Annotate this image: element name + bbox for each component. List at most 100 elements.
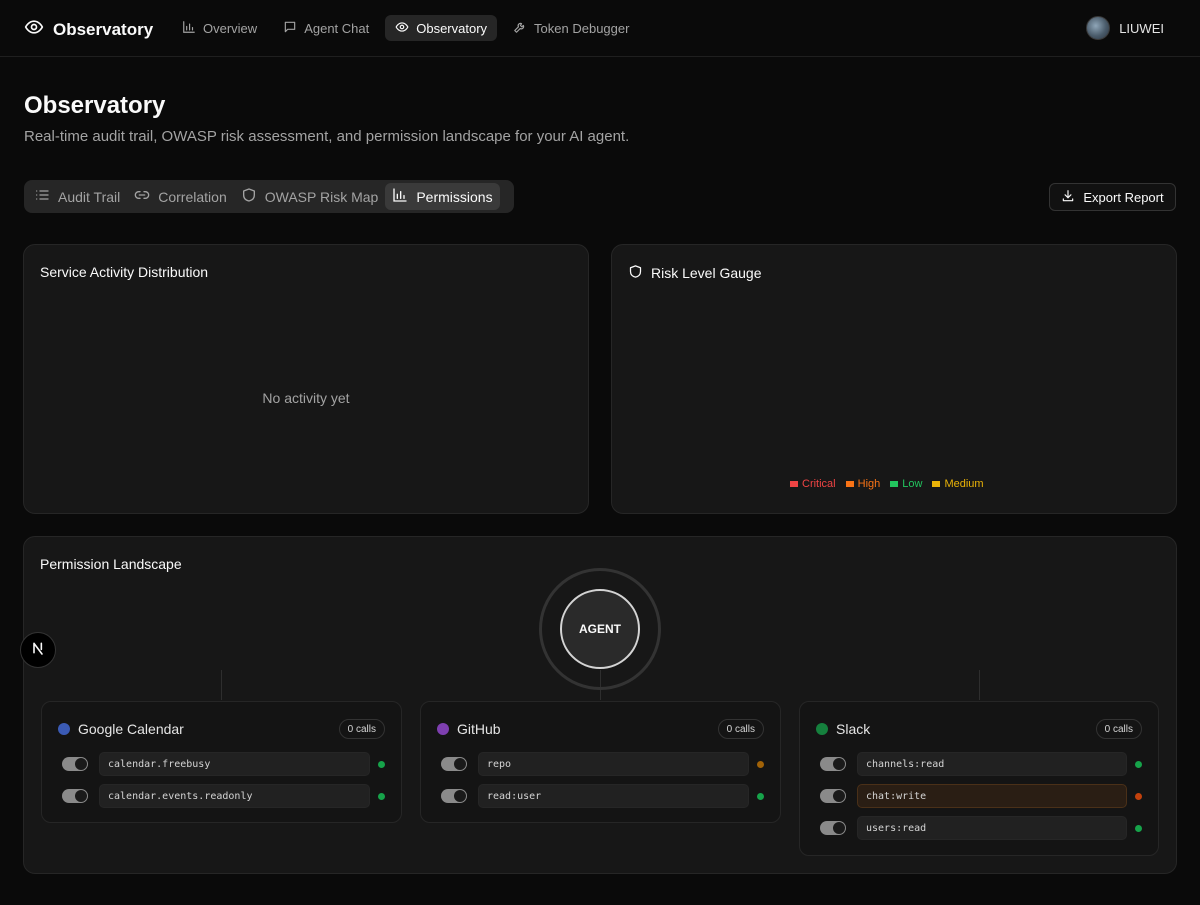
- avatar: [1086, 16, 1111, 40]
- permission-row: chat:write: [820, 784, 1142, 808]
- chat-icon: [283, 20, 297, 37]
- card-title: Risk Level Gauge: [628, 264, 762, 282]
- legend-item-medium[interactable]: Medium: [932, 478, 984, 490]
- nav-item-observatory[interactable]: Observatory: [385, 15, 498, 41]
- service-header: Google Calendar: [58, 721, 184, 737]
- service-name: Slack: [836, 721, 871, 737]
- scope-label: users:read: [857, 816, 1127, 840]
- page-title: Observatory: [24, 92, 166, 119]
- card-title: Service Activity Distribution: [40, 264, 208, 280]
- permission-toggle[interactable]: [441, 757, 467, 771]
- permission-row: repo: [441, 752, 764, 776]
- list-icon: [34, 187, 50, 206]
- wrench-icon: [513, 20, 527, 37]
- service-activity-card: Service Activity Distribution No activit…: [23, 244, 589, 514]
- link-icon: [134, 187, 150, 206]
- nextjs-dev-badge[interactable]: [20, 632, 56, 668]
- main-nav: Overview Agent Chat Observatory Token De…: [172, 15, 639, 41]
- service-name: Google Calendar: [78, 721, 184, 737]
- tab-label: OWASP Risk Map: [264, 188, 379, 205]
- bar-chart-icon: [392, 187, 408, 206]
- export-report-button[interactable]: Export Report: [1049, 183, 1176, 211]
- scope-label: calendar.freebusy: [99, 752, 370, 776]
- nextjs-logo-icon: [30, 640, 46, 661]
- connector-line: [979, 670, 980, 700]
- user-menu[interactable]: LIUWEI: [1086, 16, 1164, 40]
- nav-label: Token Debugger: [534, 20, 630, 36]
- scope-label: calendar.events.readonly: [99, 784, 370, 808]
- tab-label: Audit Trail: [58, 188, 121, 205]
- risk-gauge-title: Risk Level Gauge: [651, 265, 762, 281]
- observatory-tabs: Audit Trail Correlation OWASP Risk Map P…: [24, 180, 514, 213]
- service-color-dot: [58, 723, 70, 735]
- shield-icon: [628, 264, 643, 282]
- permission-toggle[interactable]: [441, 789, 467, 803]
- nav-label: Overview: [203, 20, 258, 36]
- scope-label: read:user: [478, 784, 749, 808]
- tab-label: Permissions: [416, 188, 493, 205]
- eye-icon: [395, 20, 409, 37]
- service-activity-title: Service Activity Distribution: [40, 264, 209, 280]
- legend-label: Medium: [944, 478, 984, 490]
- service-card-google-calendar: Google Calendar 0 calls calendar.freebus…: [41, 701, 402, 823]
- legend-swatch: [845, 481, 854, 487]
- bar-chart-icon: [182, 20, 196, 37]
- brand[interactable]: Observatory: [24, 17, 153, 42]
- nav-label: Agent Chat: [304, 20, 370, 36]
- legend-label: High: [857, 478, 881, 490]
- eye-icon: [24, 17, 44, 42]
- legend-swatch: [890, 481, 899, 487]
- scope-label: chat:write: [857, 784, 1127, 808]
- service-color-dot: [437, 723, 449, 735]
- card-title: Permission Landscape: [40, 556, 182, 572]
- service-card-slack: Slack 0 calls channels:read chat:write u…: [799, 701, 1159, 856]
- nav-item-overview[interactable]: Overview: [172, 15, 267, 41]
- scope-label: channels:read: [857, 752, 1127, 776]
- permission-toggle[interactable]: [62, 789, 88, 803]
- nav-item-token-debugger[interactable]: Token Debugger: [503, 15, 639, 41]
- export-label: Export Report: [1083, 189, 1164, 205]
- legend-label: Critical: [802, 478, 836, 490]
- permission-toggle[interactable]: [820, 821, 846, 835]
- calls-badge: 0 calls: [1095, 719, 1142, 739]
- tab-owasp-risk-map[interactable]: OWASP Risk Map: [234, 183, 386, 210]
- agent-label: AGENT: [579, 622, 621, 636]
- status-dot: [757, 792, 764, 800]
- permission-row: calendar.freebusy: [62, 752, 385, 776]
- risk-legend: Critical High Low Medium: [790, 478, 984, 490]
- tab-audit-trail[interactable]: Audit Trail: [27, 183, 127, 210]
- permission-toggle[interactable]: [62, 757, 88, 771]
- tab-permissions[interactable]: Permissions: [385, 183, 500, 210]
- top-navigation-bar: Observatory Overview Agent Chat Observat…: [0, 0, 1200, 57]
- service-name: GitHub: [457, 721, 501, 737]
- legend-item-low[interactable]: Low: [890, 478, 922, 490]
- permission-toggle[interactable]: [820, 789, 846, 803]
- status-dot: [1135, 760, 1142, 768]
- page-subtitle: Real-time audit trail, OWASP risk assess…: [24, 128, 630, 145]
- nav-label: Observatory: [416, 20, 488, 36]
- legend-item-critical[interactable]: Critical: [790, 478, 836, 490]
- service-card-github: GitHub 0 calls repo read:user: [420, 701, 781, 823]
- permission-landscape-title: Permission Landscape: [40, 556, 182, 572]
- tab-label: Correlation: [158, 188, 227, 205]
- permission-row: channels:read: [820, 752, 1142, 776]
- connector-line: [221, 670, 222, 700]
- permission-row: users:read: [820, 816, 1142, 840]
- legend-item-high[interactable]: High: [845, 478, 881, 490]
- status-dot: [378, 792, 385, 800]
- permission-toggle[interactable]: [820, 757, 846, 771]
- risk-gauge-card: Risk Level Gauge Critical High Low Mediu…: [611, 244, 1177, 514]
- user-name: LIUWEI: [1119, 20, 1164, 36]
- service-color-dot: [816, 723, 828, 735]
- status-dot: [757, 760, 764, 768]
- status-dot: [1135, 792, 1142, 800]
- legend-label: Low: [902, 478, 923, 490]
- status-dot: [1135, 824, 1142, 832]
- nav-item-agent-chat[interactable]: Agent Chat: [273, 15, 379, 41]
- tab-correlation[interactable]: Correlation: [127, 183, 233, 210]
- shield-icon: [241, 187, 257, 206]
- agent-node[interactable]: AGENT: [560, 589, 640, 669]
- legend-swatch: [932, 481, 941, 487]
- service-header: Slack: [816, 721, 870, 737]
- service-header: GitHub: [437, 721, 501, 737]
